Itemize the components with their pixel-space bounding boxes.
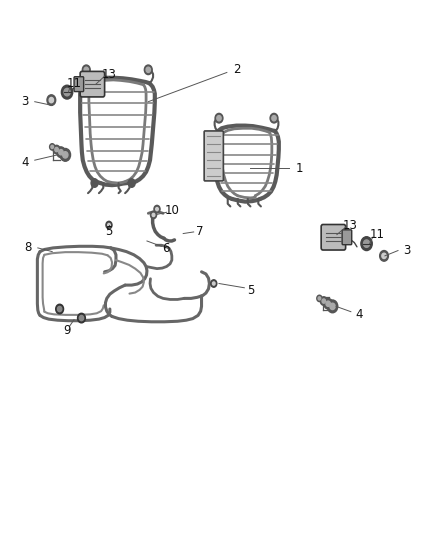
Circle shape: [150, 211, 156, 219]
Circle shape: [91, 179, 98, 187]
Circle shape: [60, 149, 71, 161]
Circle shape: [146, 67, 150, 72]
Circle shape: [326, 301, 330, 306]
Text: 2: 2: [233, 63, 240, 76]
Circle shape: [128, 179, 135, 187]
Circle shape: [215, 114, 223, 123]
Text: 3: 3: [403, 244, 410, 257]
Circle shape: [382, 253, 386, 259]
Circle shape: [330, 303, 335, 310]
Circle shape: [55, 148, 58, 152]
Text: 5: 5: [247, 284, 254, 297]
Circle shape: [155, 207, 158, 211]
Circle shape: [152, 213, 155, 216]
Text: 4: 4: [355, 308, 363, 321]
Circle shape: [63, 152, 68, 158]
Text: 9: 9: [64, 324, 71, 337]
FancyBboxPatch shape: [342, 230, 352, 245]
Circle shape: [108, 223, 110, 227]
Text: 1: 1: [296, 161, 304, 175]
Text: 13: 13: [102, 68, 117, 80]
Circle shape: [322, 299, 325, 303]
Circle shape: [51, 146, 53, 149]
Text: 11: 11: [370, 228, 385, 241]
Circle shape: [78, 313, 85, 323]
Circle shape: [49, 144, 55, 150]
Circle shape: [145, 65, 152, 75]
FancyBboxPatch shape: [80, 71, 105, 97]
FancyBboxPatch shape: [204, 131, 223, 181]
Circle shape: [154, 205, 160, 213]
Circle shape: [318, 297, 321, 300]
Circle shape: [106, 221, 112, 229]
Circle shape: [57, 306, 62, 312]
Text: 8: 8: [24, 241, 32, 254]
Text: 3: 3: [21, 95, 28, 108]
Circle shape: [272, 116, 276, 121]
Circle shape: [270, 114, 278, 123]
Text: 6: 6: [162, 243, 170, 255]
Circle shape: [361, 237, 372, 251]
Text: 13: 13: [343, 219, 357, 231]
Circle shape: [211, 280, 217, 287]
Circle shape: [317, 295, 322, 302]
Circle shape: [217, 116, 221, 121]
Circle shape: [324, 298, 332, 309]
Text: 4: 4: [21, 156, 28, 169]
Circle shape: [380, 251, 389, 261]
Circle shape: [59, 150, 63, 155]
Circle shape: [82, 65, 90, 75]
Circle shape: [57, 147, 65, 158]
Circle shape: [364, 240, 370, 247]
FancyBboxPatch shape: [321, 224, 346, 250]
Circle shape: [212, 282, 215, 285]
Circle shape: [64, 88, 70, 96]
Circle shape: [56, 304, 64, 314]
Circle shape: [49, 98, 53, 103]
Text: 7: 7: [196, 225, 203, 238]
Text: 10: 10: [164, 204, 179, 217]
Circle shape: [47, 95, 56, 106]
Circle shape: [61, 85, 73, 99]
Circle shape: [320, 297, 327, 305]
Circle shape: [79, 316, 84, 321]
Text: 11: 11: [67, 77, 81, 90]
Circle shape: [327, 300, 338, 313]
Text: 5: 5: [105, 225, 113, 238]
FancyBboxPatch shape: [74, 77, 84, 92]
Circle shape: [84, 67, 88, 72]
Circle shape: [53, 146, 60, 154]
